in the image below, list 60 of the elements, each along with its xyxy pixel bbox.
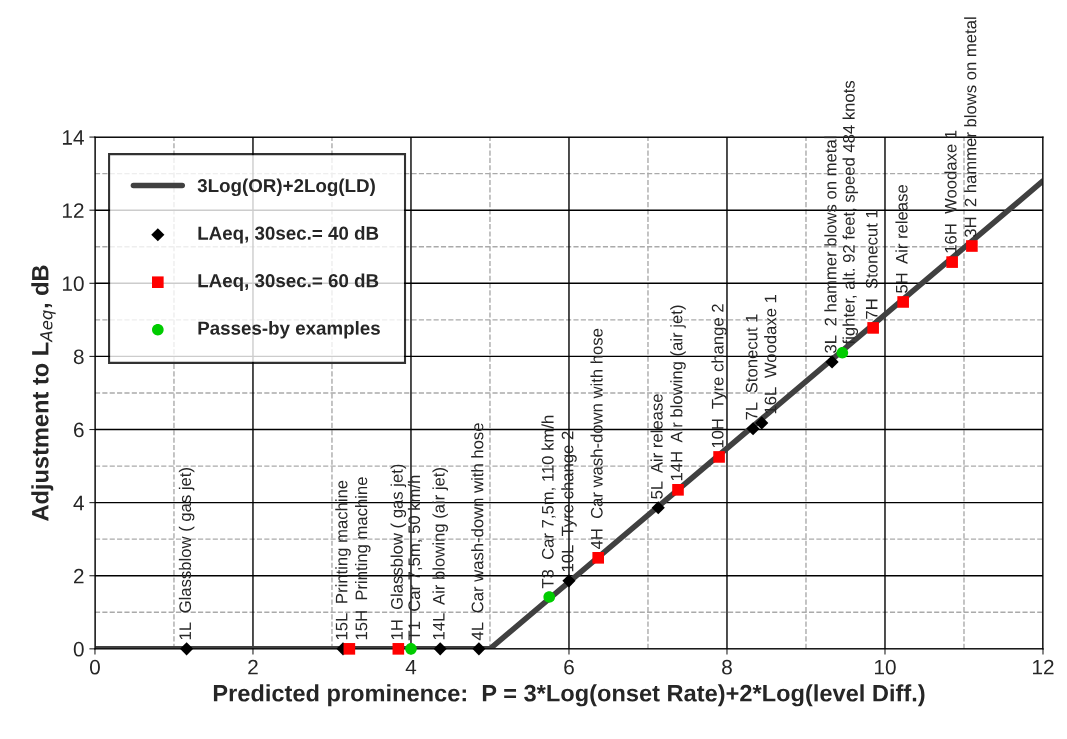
- point: [746, 422, 760, 436]
- annotation: 3L 2 hammer blows on metal: [824, 136, 837, 353]
- point: [825, 355, 839, 369]
- annotation: 1L Glassblow ( gas jet): [178, 468, 195, 640]
- annotation: T1 Car 7,5m, 50 km/h: [407, 475, 423, 641]
- annotation: 15H Printing machine: [355, 477, 371, 640]
- point: [672, 484, 684, 496]
- point: [180, 642, 194, 656]
- y-tick-label: 14: [62, 130, 84, 145]
- point: [836, 346, 849, 359]
- point: [592, 552, 605, 564]
- annotation: 3H 2 hammer blows on metal: [964, 17, 977, 238]
- x-tick-label: 6: [564, 659, 574, 675]
- y-axis-title: Adjustment to L$_{Aeq}$, dB: [31, 265, 56, 521]
- point: [472, 642, 486, 656]
- y-tick-label: 10: [62, 276, 84, 292]
- y-tick-label: 0: [73, 641, 84, 657]
- annotation: 15L Printing machine: [335, 480, 351, 640]
- point: [946, 256, 958, 268]
- x-tick-label: 0: [89, 659, 100, 675]
- annotation: 14H Air blowing (air jet): [670, 305, 686, 481]
- annotation: 7L Stonecut 1: [745, 314, 758, 420]
- x-tick-label: 10: [874, 659, 896, 675]
- legend-label: LAeq, 30sec.= 40 dB: [198, 226, 379, 244]
- point: [543, 591, 556, 603]
- y-tick-label: 12: [62, 203, 84, 218]
- annotation: T3 Car 7,5m, 110 km/h: [541, 415, 556, 589]
- x-tick-label: 8: [722, 659, 732, 675]
- point: [392, 643, 405, 655]
- x-axis-title: Predicted prominence: P = 3*Log(onset Rate)+2*Log(level Diff.): [213, 684, 925, 707]
- annotation: fighter, alt. 92 feet, speed 484 knots: [842, 80, 859, 345]
- annotation: 5L Air release: [650, 394, 663, 499]
- y-tick-label: 6: [74, 422, 84, 438]
- point: [405, 643, 417, 655]
- point: [343, 643, 356, 655]
- point: [433, 642, 447, 656]
- legend-label: 3Log(OR)+2Log(LD): [197, 178, 375, 197]
- annotation: 4L Car wash-down with hose: [471, 423, 484, 641]
- y-tick-label: 4: [73, 495, 84, 511]
- y-tick-label: 2: [74, 568, 84, 584]
- point: [562, 574, 576, 588]
- point: [713, 451, 725, 463]
- point: [966, 240, 978, 252]
- legend-label: Passes-by examples: [198, 321, 380, 339]
- point: [651, 501, 665, 515]
- annotation: 4H Car wash-down with hose: [590, 328, 603, 550]
- point: [897, 296, 909, 308]
- annotation: 14L Air blowing (air jet): [432, 468, 448, 640]
- annotation: 5H Air release: [895, 185, 908, 293]
- x-tick-label: 4: [405, 660, 417, 675]
- legend-label: LAeq, 30sec.= 60 dB: [198, 273, 379, 292]
- x-tick-label: 2: [248, 659, 258, 675]
- annotation: 10L Tyre change 2: [561, 431, 577, 572]
- annotation: 1H Glassblow ( gas jet): [390, 464, 407, 640]
- x-tick-label: 12: [1033, 659, 1054, 675]
- y-tick-label: 8: [73, 349, 84, 365]
- annotation: 16H Woodaxe 1: [944, 130, 957, 253]
- annotation: 7H Stonecut 1: [865, 210, 878, 319]
- point: [867, 322, 879, 334]
- annotation: 10H Tyre change 2: [711, 304, 727, 448]
